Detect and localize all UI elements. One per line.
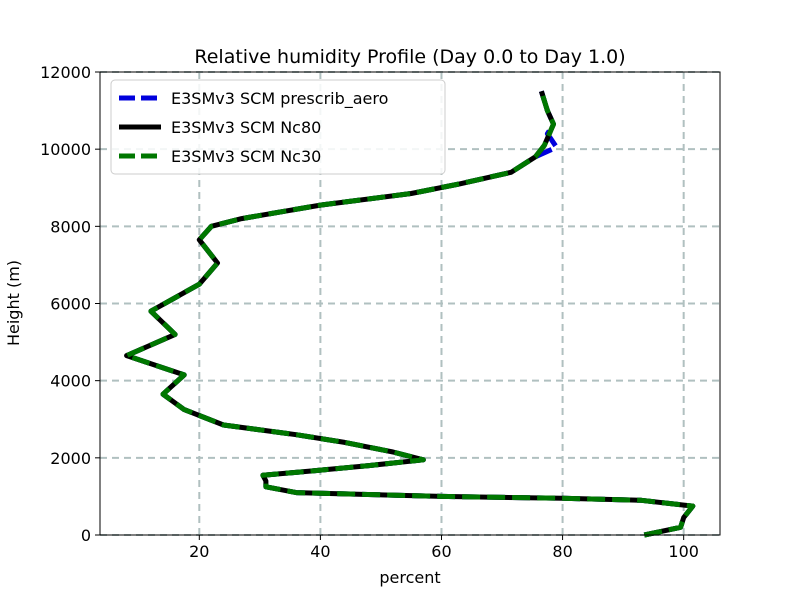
legend: E3SMv3 SCM prescrib_aero E3SMv3 SCM Nc80 E… <box>110 79 446 175</box>
series-layer <box>124 90 696 538</box>
x-tick-label: 20 <box>189 542 209 561</box>
x-tick-label: 60 <box>431 542 451 561</box>
legend-label: E3SMv3 SCM Nc80 <box>171 118 321 137</box>
legend-label: E3SMv3 SCM prescrib_aero <box>171 89 388 109</box>
y-tick-label: 0 <box>81 526 91 545</box>
chart-title: Relative humidity Profile (Day 0.0 to Da… <box>194 46 625 68</box>
ticks: 20 40 60 80 100 0 2000 4000 6000 8000 10000 12000 <box>40 63 699 561</box>
x-tick-label: 40 <box>310 542 330 561</box>
y-tick-label: 6000 <box>50 295 91 314</box>
x-axis-label: percent <box>379 568 440 587</box>
y-tick-label: 12000 <box>40 63 91 82</box>
series-line-e3smv3-scm-nc30 <box>124 90 696 538</box>
x-tick-label: 100 <box>668 542 699 561</box>
legend-box <box>110 79 446 175</box>
x-tick-label: 80 <box>552 542 572 561</box>
y-tick-label: 2000 <box>50 449 91 468</box>
y-axis-label: Height (m) <box>4 260 23 346</box>
y-tick-label: 4000 <box>50 372 91 391</box>
y-tick-label: 8000 <box>50 217 91 236</box>
legend-label: E3SMv3 SCM Nc30 <box>171 147 321 166</box>
y-tick-label: 10000 <box>40 140 91 159</box>
